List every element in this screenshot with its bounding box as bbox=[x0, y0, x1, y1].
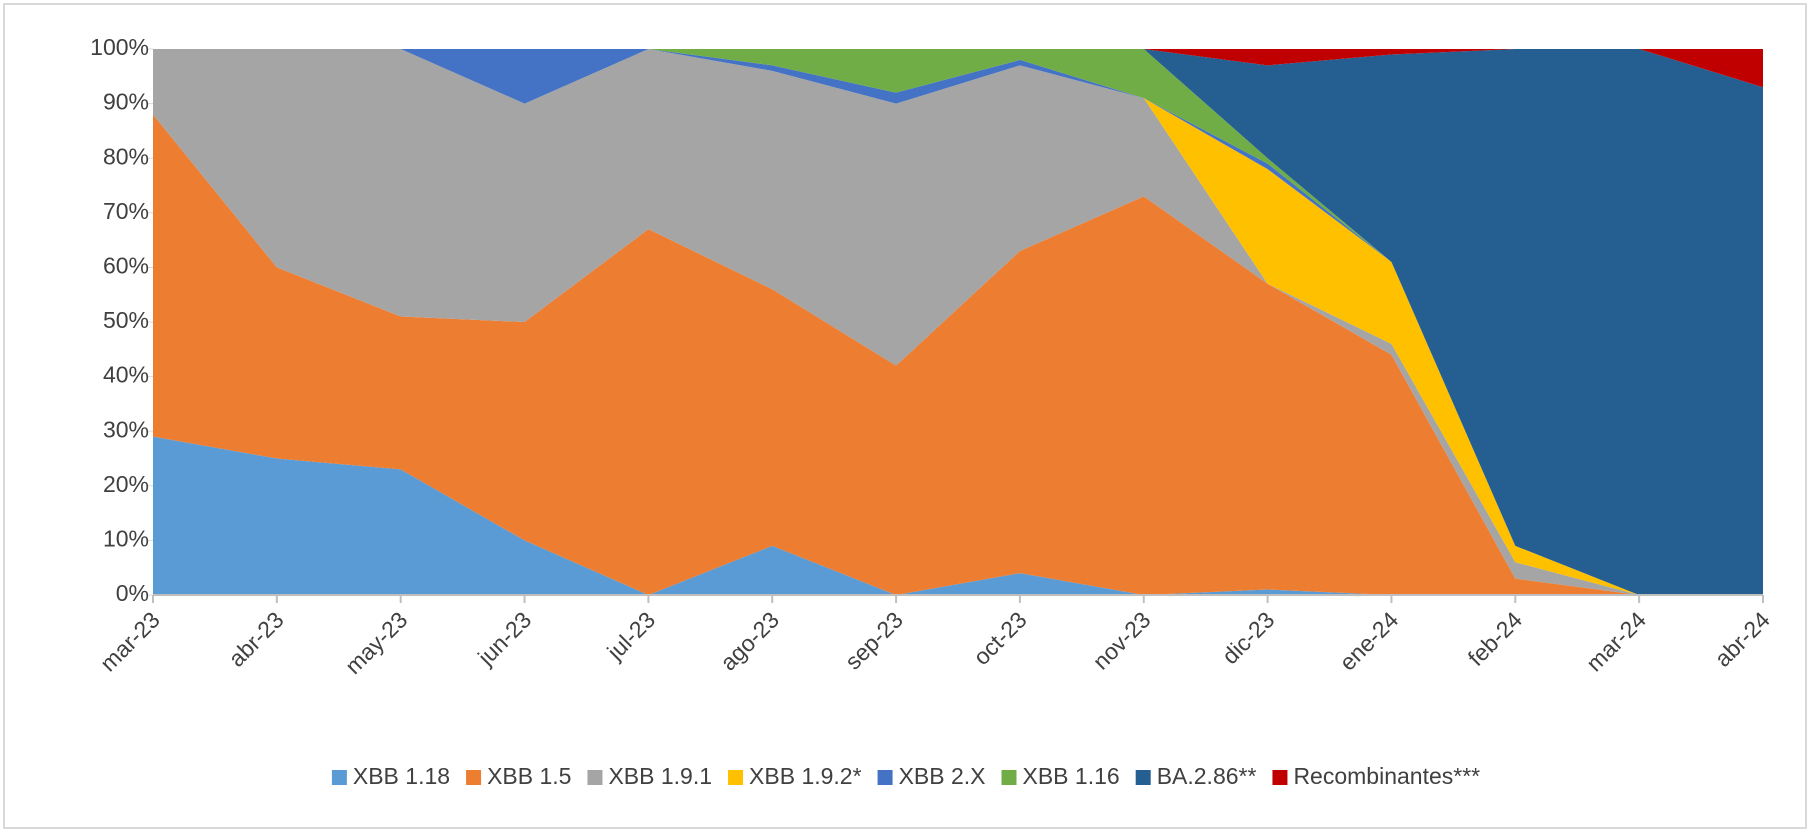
area bbox=[153, 49, 1763, 595]
legend-swatch bbox=[466, 770, 482, 785]
y-tick-label: 50% bbox=[103, 307, 149, 333]
y-tick-label: 60% bbox=[103, 252, 149, 278]
legend-label: XBB 1.9.2* bbox=[749, 763, 862, 789]
legend-label: XBB 1.9.1 bbox=[608, 763, 712, 789]
y-tick-label: 10% bbox=[103, 525, 149, 551]
legend-swatch bbox=[1135, 770, 1151, 785]
legend-label: XBB 1.18 bbox=[353, 763, 450, 789]
legend-swatch bbox=[728, 770, 744, 785]
y-tick-label: 20% bbox=[103, 471, 149, 497]
legend-label: XBB 1.16 bbox=[1023, 763, 1120, 789]
legend-label: XBB 1.5 bbox=[487, 763, 571, 789]
area bbox=[153, 114, 1763, 596]
legend-swatch bbox=[1272, 770, 1288, 785]
legend-swatch bbox=[1001, 770, 1017, 785]
y-tick-label: 0% bbox=[116, 580, 149, 606]
legend-label: Recombinantes*** bbox=[1293, 763, 1480, 789]
y-tick-label: 30% bbox=[103, 416, 149, 442]
y-tick-label: 90% bbox=[103, 89, 149, 115]
area bbox=[153, 49, 1763, 595]
y-tick-label: 100% bbox=[90, 34, 149, 60]
area bbox=[153, 436, 1763, 595]
y-tick-label: 80% bbox=[103, 143, 149, 169]
legend-label: BA.2.86** bbox=[1157, 763, 1257, 789]
legend-swatch bbox=[877, 770, 893, 785]
legend-swatch bbox=[331, 770, 347, 785]
y-tick-label: 70% bbox=[103, 198, 149, 224]
legend-label: XBB 2.X bbox=[899, 763, 986, 789]
y-tick-label: 40% bbox=[103, 362, 149, 388]
legend-swatch bbox=[587, 770, 603, 785]
